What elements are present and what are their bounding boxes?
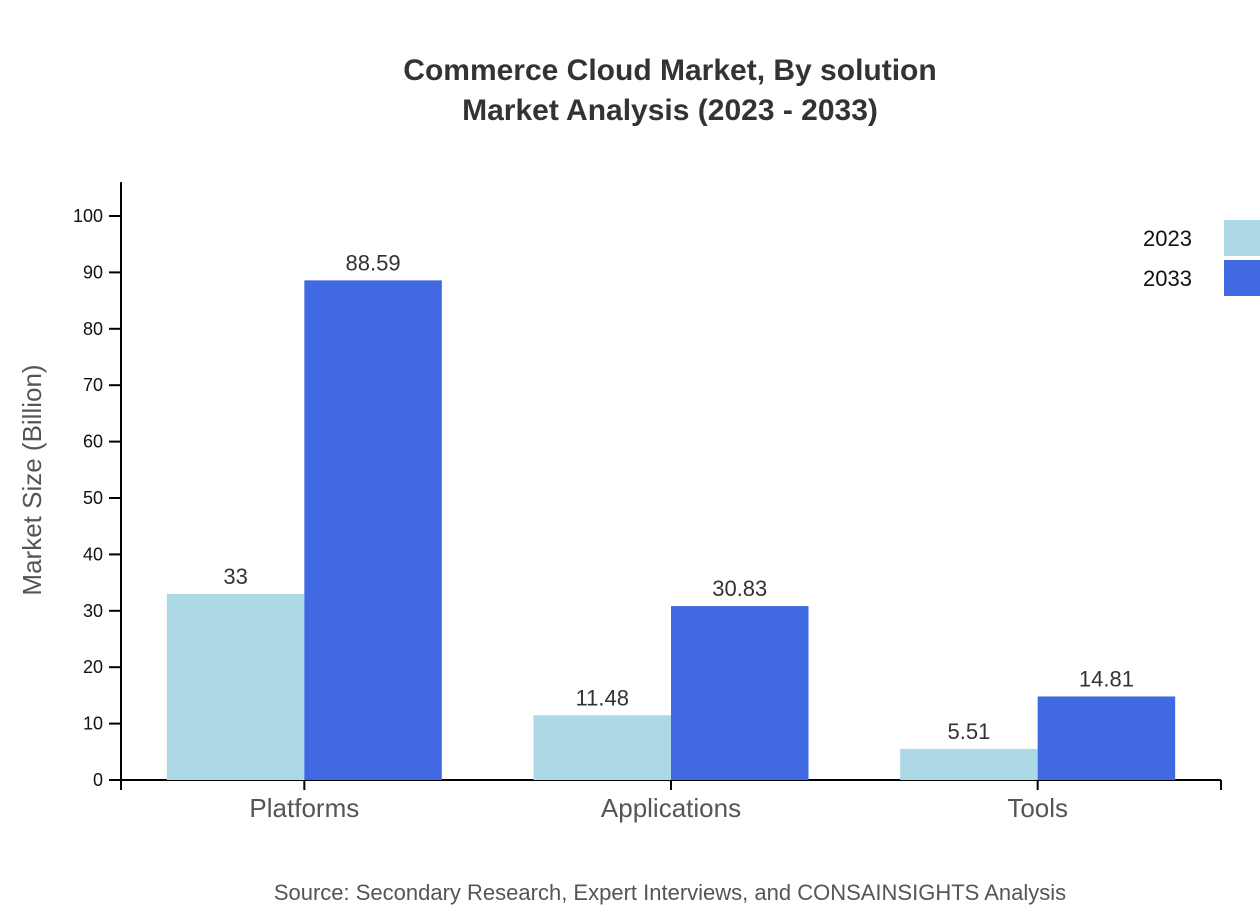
data-label: 14.81 (1079, 666, 1134, 691)
data-label: 33 (223, 564, 247, 589)
source-note: Source: Secondary Research, Expert Inter… (274, 880, 1066, 905)
y-tick-label: 50 (83, 488, 103, 508)
y-tick-label: 90 (83, 262, 103, 282)
bar-2023-applications (533, 715, 671, 780)
data-label: 88.59 (346, 250, 401, 275)
chart-title: Commerce Cloud Market, By solution (403, 54, 936, 87)
y-axis-label: Market Size (Billion) (17, 364, 47, 595)
legend-label: 2023 (1143, 226, 1192, 251)
x-tick-label: Tools (1007, 793, 1068, 823)
y-tick-label: 40 (83, 544, 103, 564)
x-tick-label: Applications (601, 793, 741, 823)
bar-2033-tools (1037, 696, 1176, 780)
data-label: 5.51 (948, 719, 991, 744)
chart-subtitle: Market Analysis (2023 - 2033) (462, 94, 878, 127)
bar-2033-applications (671, 606, 809, 780)
bar-2033-platforms (304, 280, 442, 780)
legend-label: 2033 (1143, 266, 1192, 291)
data-label: 30.83 (712, 576, 767, 601)
y-tick-label: 60 (83, 432, 103, 452)
y-tick-label: 0 (93, 770, 103, 790)
y-tick-label: 70 (83, 375, 103, 395)
bar-2023-platforms (166, 593, 305, 780)
y-tick-label: 100 (73, 206, 103, 226)
legend-swatch (1224, 220, 1260, 256)
y-tick-label: 30 (83, 601, 103, 621)
x-tick-label: Platforms (249, 793, 359, 823)
y-tick-label: 80 (83, 319, 103, 339)
data-label: 11.48 (576, 685, 629, 710)
legend-swatch (1224, 260, 1260, 296)
y-tick-label: 20 (83, 657, 103, 677)
bar-2023-tools (900, 748, 1038, 780)
y-tick-label: 10 (83, 714, 103, 734)
